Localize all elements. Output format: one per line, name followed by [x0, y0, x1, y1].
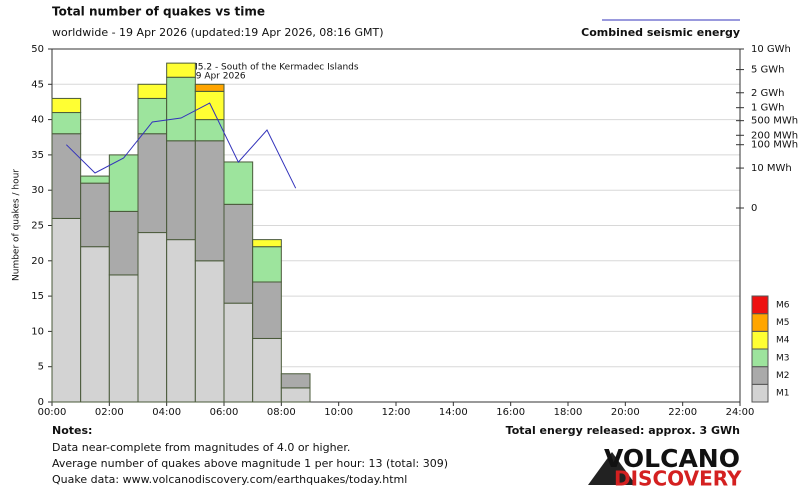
- note: Average number of quakes above magnitude…: [52, 457, 448, 470]
- x-tick-label: 02:00: [95, 407, 124, 418]
- y-tick-label: 40: [31, 115, 44, 126]
- bar-segment: [51, 217, 82, 403]
- x-tick-label: 14:00: [439, 407, 468, 418]
- bar-segment: [252, 337, 282, 403]
- legend-label: M5: [776, 318, 790, 328]
- chart-subtitle: worldwide - 19 Apr 2026 (updated:19 Apr …: [52, 26, 384, 39]
- chart-title: Total number of quakes vs time: [52, 5, 265, 19]
- y-tick-label: 10: [31, 326, 44, 337]
- x-tick-label: 22:00: [668, 407, 697, 418]
- y-tick-label: 5: [38, 362, 44, 373]
- x-tick-label: 18:00: [554, 407, 583, 418]
- bar-segment: [280, 387, 311, 403]
- y-tick-label: 15: [31, 291, 44, 302]
- bar-segment: [108, 274, 139, 403]
- bar-segment: [166, 140, 196, 241]
- y-axis-label: Number of quakes / hour: [12, 169, 22, 281]
- bar-segment: [80, 246, 110, 403]
- y2-tick-label: 10 GWh: [751, 44, 791, 55]
- bar-segment: [280, 373, 311, 389]
- x-tick-label: 04:00: [152, 407, 181, 418]
- y-tick-label: 50: [31, 44, 44, 55]
- legend-label: M4: [776, 336, 790, 346]
- bar-segment: [166, 76, 196, 142]
- bar-segment: [80, 182, 110, 248]
- legend-label: M6: [776, 300, 790, 310]
- legend-label: Combined seismic energy: [581, 26, 740, 39]
- y-tick-label: 25: [31, 221, 44, 232]
- legend-swatch: [751, 330, 769, 350]
- x-tick-label: 08:00: [267, 407, 296, 418]
- bar-segment: [51, 97, 82, 114]
- x-tick-label: 20:00: [611, 407, 640, 418]
- bar-segment: [252, 239, 282, 248]
- bar-segment: [137, 97, 168, 135]
- legend-label: M2: [776, 371, 790, 381]
- bar-segment: [137, 83, 168, 99]
- bar-segment: [166, 239, 196, 403]
- x-tick-label: 16:00: [496, 407, 525, 418]
- bar-segment: [223, 203, 254, 304]
- total-energy: Total energy released: approx. 3 GWh: [506, 424, 740, 437]
- y2-tick-label: 0: [751, 203, 757, 214]
- energy-line: [65, 102, 297, 189]
- x-tick-label: 00:00: [38, 407, 67, 418]
- y2-tick-label: 2 GWh: [751, 88, 785, 99]
- bar-segment: [252, 281, 282, 339]
- logo-text: VOLCANO: [604, 444, 740, 473]
- legend-swatch: [751, 366, 769, 385]
- bar-segment: [51, 112, 82, 135]
- y-tick-label: 20: [31, 256, 44, 267]
- bar-segment: [80, 175, 110, 184]
- bar-segment: [194, 83, 225, 92]
- y-tick-label: 0: [38, 397, 44, 408]
- y2-tick-label: 5 GWh: [751, 65, 785, 76]
- legend-swatch: [751, 383, 769, 403]
- y-tick-label: 45: [31, 79, 44, 90]
- y2-tick-label: 100 MWh: [751, 140, 798, 151]
- note: Quake data: www.volcanodiscovery.com/ear…: [52, 473, 407, 486]
- legend-label: M3: [776, 353, 790, 363]
- bar-segment: [194, 140, 225, 262]
- bar-segment: [51, 133, 82, 219]
- bar-segment: [166, 62, 196, 78]
- y-tick-label: 35: [31, 150, 44, 161]
- legend-swatch: [751, 313, 769, 332]
- y2-tick-label: 200 MWh: [751, 130, 798, 141]
- y-tick-label: 30: [31, 185, 44, 196]
- y2-tick-label: 10 MWh: [751, 163, 792, 174]
- bar-segment: [194, 90, 225, 121]
- legend-swatch: [751, 295, 769, 315]
- legend-swatch: [751, 348, 769, 368]
- logo-icon: [588, 452, 636, 485]
- bar-segment: [137, 232, 168, 403]
- annotation: M5.2 - South of the Kermadec Islands: [190, 63, 359, 73]
- bar-segment: [137, 133, 168, 234]
- y2-tick-label: 500 MWh: [751, 116, 798, 127]
- y2-tick-label: 1 GWh: [751, 103, 785, 114]
- bar-segment: [252, 246, 282, 283]
- note: Data near-complete from magnitudes of 4.…: [52, 441, 350, 454]
- bar-segment: [223, 161, 254, 205]
- x-tick-label: 10:00: [324, 407, 353, 418]
- x-tick-label: 12:00: [382, 407, 411, 418]
- bar-segment: [108, 154, 139, 212]
- notes-title: Notes:: [52, 424, 92, 437]
- legend-label: M1: [776, 389, 790, 399]
- x-tick-label: 06:00: [210, 407, 239, 418]
- annotation-date: 19 Apr 2026: [190, 72, 246, 82]
- logo-text: DISCOVERY: [614, 467, 742, 491]
- bar-segment: [223, 302, 254, 403]
- x-tick-label: 24:00: [726, 407, 755, 418]
- bar-segment: [194, 260, 225, 403]
- bar-segment: [108, 210, 139, 276]
